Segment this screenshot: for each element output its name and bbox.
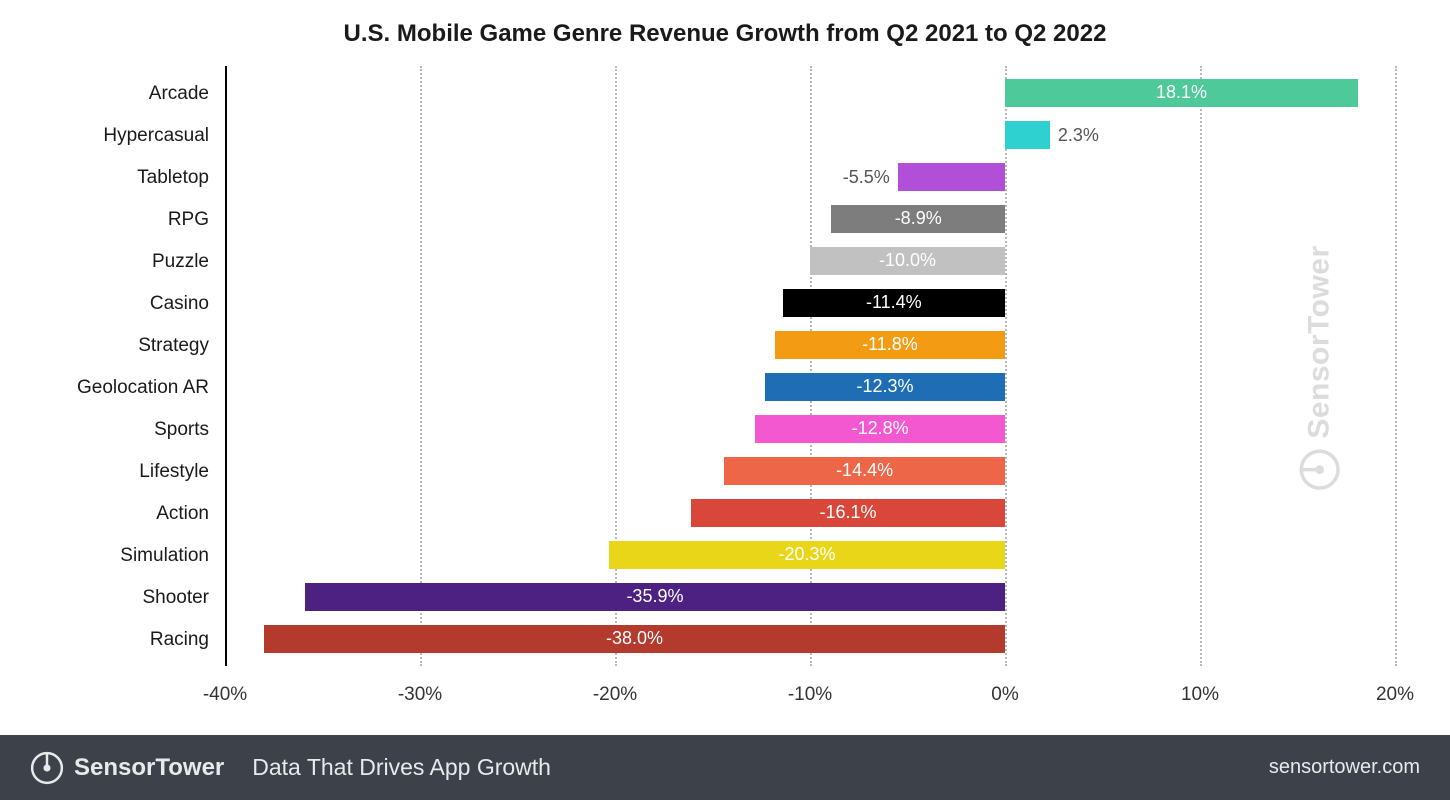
- bar: [898, 163, 1005, 192]
- x-tick-label: -30%: [398, 684, 442, 706]
- bar-value-label: -14.4%: [724, 460, 1005, 481]
- x-tick-label: -40%: [203, 684, 247, 706]
- x-tick-label: 20%: [1376, 684, 1414, 706]
- bar: -11.8%: [775, 331, 1005, 360]
- bar: -16.1%: [691, 499, 1005, 528]
- gridline: [1395, 66, 1397, 666]
- bar-value-label: -20.3%: [609, 544, 1005, 565]
- bar-value-label: -10.0%: [810, 250, 1005, 271]
- x-tick-label: 0%: [991, 684, 1018, 706]
- category-label: Simulation: [30, 545, 209, 567]
- category-label: Puzzle: [30, 251, 209, 273]
- category-label: Tabletop: [30, 167, 209, 189]
- bar-value-label: 2.3%: [1058, 125, 1099, 146]
- category-label: Strategy: [30, 335, 209, 357]
- bar: -8.9%: [831, 205, 1005, 234]
- footer-url: sensortower.com: [1269, 756, 1420, 779]
- bar-value-label: -12.8%: [755, 418, 1005, 439]
- gridline: [615, 66, 617, 666]
- chart-title: U.S. Mobile Game Genre Revenue Growth fr…: [30, 20, 1420, 48]
- footer-tagline: Data That Drives App Growth: [252, 754, 551, 781]
- page: U.S. Mobile Game Genre Revenue Growth fr…: [0, 0, 1450, 800]
- bar: -11.4%: [783, 289, 1005, 318]
- gridline: [1005, 66, 1007, 666]
- bar: -35.9%: [305, 583, 1005, 612]
- gridline: [810, 66, 812, 666]
- category-label: Racing: [30, 629, 209, 651]
- bar: -10.0%: [810, 247, 1005, 276]
- category-label: Lifestyle: [30, 461, 209, 483]
- gridline: [420, 66, 422, 666]
- category-label: Shooter: [30, 587, 209, 609]
- category-label: Casino: [30, 293, 209, 315]
- bar-value-label: 18.1%: [1005, 82, 1358, 103]
- watermark-text: SensorTower: [1302, 245, 1336, 438]
- bar-value-label: -11.8%: [775, 334, 1005, 355]
- bar: -14.4%: [724, 457, 1005, 486]
- chart-area: U.S. Mobile Game Genre Revenue Growth fr…: [0, 0, 1450, 735]
- category-label: RPG: [30, 209, 209, 231]
- sensortower-icon: [1298, 448, 1340, 490]
- plot: -40% -30% -20% -10% 0% 10% 20% Arcade 18.1% Hyper…: [30, 66, 1420, 706]
- bar-value-label: -11.4%: [783, 292, 1005, 313]
- category-label: Hypercasual: [30, 125, 209, 147]
- category-label: Geolocation AR: [30, 377, 209, 399]
- y-axis: [225, 66, 227, 666]
- bar: [1005, 121, 1050, 150]
- sensortower-icon: [30, 751, 64, 785]
- bar: 18.1%: [1005, 79, 1358, 108]
- bar-value-label: -8.9%: [831, 208, 1005, 229]
- bar: -38.0%: [264, 625, 1005, 654]
- x-tick-label: 10%: [1181, 684, 1219, 706]
- bar-value-label: -12.3%: [765, 376, 1005, 397]
- watermark: SensorTower: [1298, 245, 1340, 490]
- bar-value-label: -16.1%: [691, 502, 1005, 523]
- gridline: [1200, 66, 1202, 666]
- category-label: Action: [30, 503, 209, 525]
- footer-brand: SensorTower: [30, 751, 224, 785]
- bar-value-label: -38.0%: [264, 628, 1005, 649]
- bar: -12.3%: [765, 373, 1005, 402]
- x-tick-label: -10%: [788, 684, 832, 706]
- bar-value-label: -5.5%: [843, 167, 890, 188]
- x-tick-label: -20%: [593, 684, 637, 706]
- category-label: Arcade: [30, 83, 209, 105]
- bar: -20.3%: [609, 541, 1005, 570]
- bar-value-label: -35.9%: [305, 586, 1005, 607]
- footer: SensorTower Data That Drives App Growth …: [0, 735, 1450, 800]
- bar: -12.8%: [755, 415, 1005, 444]
- category-label: Sports: [30, 419, 209, 441]
- footer-brand-text: SensorTower: [74, 754, 224, 782]
